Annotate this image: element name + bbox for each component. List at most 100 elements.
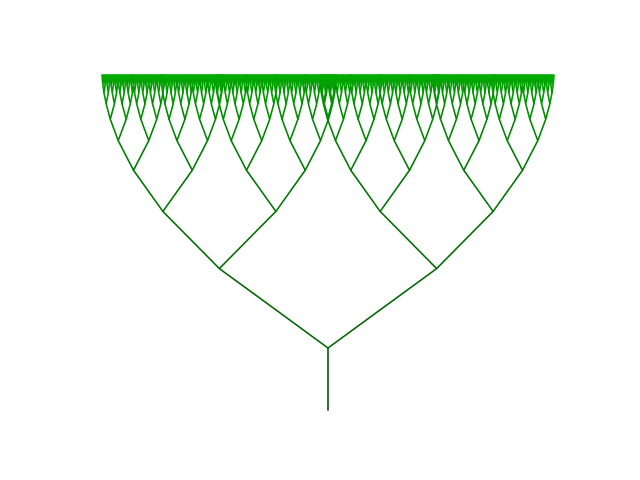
tree-branch	[176, 118, 186, 142]
tree-branch	[468, 84, 472, 94]
tree-branch	[359, 84, 363, 94]
tree-branch	[142, 84, 145, 94]
tree-branch	[327, 267, 438, 349]
tree-branch	[473, 78, 476, 86]
tree-branch	[329, 84, 333, 94]
tree-branch	[198, 118, 209, 142]
tree-branch	[533, 92, 537, 105]
tree-branch	[102, 78, 105, 86]
tree-branch	[487, 78, 490, 86]
tree-branch	[498, 118, 509, 142]
tree-branch	[223, 78, 226, 86]
tree-branch	[315, 92, 320, 105]
tree-branch	[117, 118, 127, 142]
tree-branch	[471, 78, 474, 86]
tree-branch	[357, 118, 367, 142]
tree-branch	[506, 139, 524, 172]
tree-branch	[276, 78, 279, 86]
tree-branch	[512, 84, 516, 94]
tree-branch	[271, 78, 275, 86]
tree-branch	[179, 92, 184, 105]
tree-branch	[316, 78, 320, 86]
tree-branch	[325, 84, 329, 94]
tree-branch	[136, 78, 140, 86]
tree-branch	[169, 78, 172, 86]
tree-branch	[381, 92, 386, 105]
tree-branch	[200, 84, 204, 94]
tree-branch	[453, 84, 457, 94]
tree-branch	[421, 78, 424, 86]
tree-branch	[273, 78, 277, 86]
tree-branch	[304, 78, 307, 86]
tree-branch	[224, 84, 228, 94]
tree-branch	[109, 103, 116, 121]
tree-branch	[399, 84, 403, 94]
tree-branch	[431, 103, 438, 121]
tree-branch	[161, 84, 165, 94]
tree-branch	[447, 139, 465, 172]
tree-branch	[472, 84, 475, 94]
tree-branch	[409, 84, 413, 94]
tree-branch	[263, 78, 266, 86]
tree-branch	[514, 103, 521, 121]
tree-branch	[420, 92, 424, 105]
tree-branch	[393, 118, 403, 142]
tree-branch	[464, 84, 467, 94]
tree-branch	[179, 103, 186, 121]
tree-branch	[164, 103, 170, 121]
tree-branch	[510, 92, 514, 105]
tree-branch	[162, 169, 194, 213]
tree-branch	[322, 92, 327, 105]
tree-branch	[406, 78, 409, 86]
tree-branch	[544, 103, 551, 121]
tree-branch	[516, 84, 520, 94]
tree-branch	[481, 78, 484, 86]
tree-branch	[444, 78, 448, 86]
tree-branch	[153, 84, 157, 94]
tree-branch	[546, 84, 550, 94]
tree-branch	[295, 84, 298, 94]
tree-branch	[215, 78, 218, 86]
tree-branch	[539, 78, 542, 86]
tree-branch	[443, 92, 448, 105]
tree-branch	[117, 139, 135, 172]
tree-branch	[353, 103, 359, 121]
tree-branch	[283, 84, 286, 94]
tree-branch	[416, 103, 422, 121]
tree-branch	[357, 103, 364, 121]
tree-branch	[208, 84, 212, 94]
tree-branch	[309, 84, 313, 94]
tree-branch	[253, 78, 257, 86]
tree-branch	[465, 78, 468, 86]
tree-branch	[501, 78, 504, 86]
tree-branch	[106, 78, 109, 86]
tree-branch	[126, 78, 129, 86]
tree-branch	[205, 84, 208, 94]
tree-branch	[240, 84, 244, 94]
tree-branch	[441, 84, 445, 94]
tree-branch	[426, 78, 429, 86]
tree-branch	[385, 118, 396, 142]
tree-branch	[165, 78, 168, 86]
tree-branch	[218, 210, 277, 270]
tree-branch	[552, 78, 555, 86]
tree-branch	[437, 84, 441, 94]
tree-branch	[343, 78, 346, 86]
tree-branch	[506, 118, 516, 142]
tree-branch	[369, 103, 375, 121]
tree-branch	[451, 92, 456, 105]
tree-branch	[119, 84, 122, 94]
tree-branch	[219, 78, 222, 86]
tree-branch	[360, 78, 363, 86]
tree-branch	[388, 78, 391, 86]
tree-branch	[419, 78, 422, 86]
tree-branch	[323, 92, 328, 105]
tree-branch	[328, 84, 332, 94]
tree-branch	[338, 92, 343, 105]
tree-branch	[225, 78, 228, 86]
tree-branch	[188, 92, 192, 105]
tree-branch	[230, 139, 248, 172]
tree-branch	[369, 92, 373, 105]
tree-branch	[329, 78, 333, 86]
tree-branch	[524, 92, 529, 105]
